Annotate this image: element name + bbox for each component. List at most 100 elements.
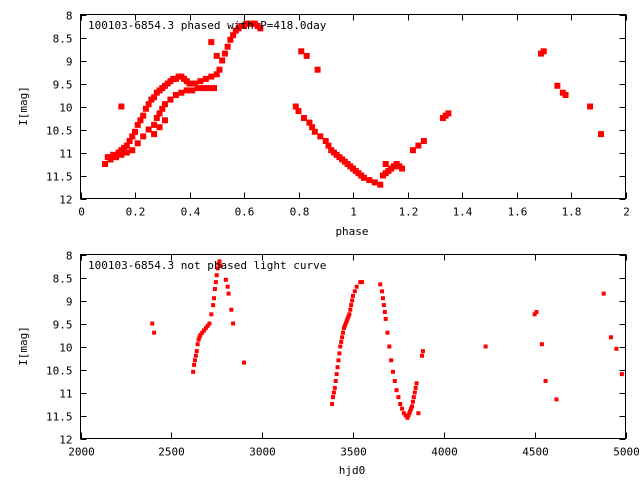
phased-data-point: [562, 92, 569, 98]
unphased-data-point: [614, 346, 619, 351]
unphased-data-point: [351, 293, 355, 298]
unphased-data-point: [207, 321, 212, 326]
phased-data-point: [221, 50, 228, 57]
unphased-data-point: [213, 280, 218, 285]
unphased-data-point: [392, 379, 397, 383]
unphased-y-tick-label: 12: [59, 434, 72, 447]
phased-data-point: [219, 57, 226, 64]
unphased-data-point: [619, 372, 624, 377]
unphased-chart-title: 100103-6854.3 not phased light curve: [88, 259, 326, 272]
unphased-x-tick-label: 4500: [522, 446, 549, 459]
phased-y-tick-label: 9.5: [53, 79, 73, 92]
unphased-data-point: [410, 399, 415, 404]
phased-data-point: [295, 108, 302, 115]
unphased-data-point: [387, 344, 392, 349]
unphased-data-point: [539, 342, 544, 347]
unphased-data-point: [389, 358, 394, 363]
phased-y-tick-label: 11: [59, 148, 72, 161]
phased-data-point: [399, 165, 406, 172]
unphased-data-point: [335, 365, 340, 370]
unphased-data-point: [420, 353, 425, 358]
phased-data-point: [388, 165, 395, 172]
unphased-plot-frame: [80, 254, 626, 439]
unphased-data-point: [209, 312, 214, 317]
unphased-data-point: [226, 291, 231, 296]
phased-y-tick-label: 12: [59, 194, 72, 207]
phased-data-point: [189, 87, 196, 94]
unphased-data-point: [608, 335, 613, 340]
unphased-data-point: [217, 259, 222, 264]
phased-data-point: [118, 151, 125, 158]
unphased-data-point: [192, 362, 197, 367]
unphased-y-tick-label: 10.5: [46, 365, 73, 378]
unphased-data-point: [398, 402, 403, 406]
unphased-data-point: [211, 303, 216, 308]
phased-data-point: [197, 78, 204, 85]
phased-y-axis-label: I[mag]: [17, 86, 30, 126]
phased-data-point: [311, 128, 318, 135]
phased-data-point: [151, 131, 158, 138]
unphased-y-tick-label: 9.5: [53, 319, 73, 332]
phased-data-point: [445, 110, 452, 117]
phased-data-point: [382, 161, 389, 167]
unphased-data-point: [348, 307, 353, 312]
unphased-x-tick-label: 3500: [340, 446, 367, 459]
phased-data-point: [156, 124, 163, 131]
phased-data-point: [224, 43, 231, 50]
unphased-data-point: [195, 342, 200, 347]
unphased-data-point: [334, 372, 339, 377]
unphased-y-tick-label: 8: [66, 250, 73, 263]
unphased-data-point: [378, 282, 383, 287]
unphased-data-point: [331, 390, 336, 395]
unphased-y-axis-label: I[mag]: [17, 326, 30, 366]
phased-x-tick-label: 0.6: [235, 206, 255, 219]
phased-x-tick-label: 1.2: [399, 206, 419, 219]
unphased-x-tick-label: 2000: [68, 446, 95, 459]
unphased-data-point: [394, 388, 399, 393]
unphased-data-point: [223, 277, 228, 282]
phased-data-point: [377, 181, 384, 188]
unphased-data-point: [410, 404, 415, 409]
phased-x-tick-label: 0.8: [290, 206, 310, 219]
unphased-data-point: [349, 303, 354, 308]
unphased-data-point: [383, 316, 388, 321]
unphased-data-point: [332, 385, 337, 390]
unphased-data-point: [347, 312, 352, 317]
phased-data-point: [140, 133, 147, 140]
phased-y-tick-label: 10: [59, 102, 72, 115]
unphased-data-point: [218, 264, 223, 268]
phased-x-tick-label: 1.8: [562, 206, 582, 219]
unphased-data-point: [416, 411, 421, 416]
unphased-data-point: [381, 303, 386, 308]
phased-data-point: [317, 133, 324, 140]
phased-data-point: [409, 147, 416, 154]
unphased-data-point: [340, 335, 345, 340]
unphased-data-point: [360, 280, 365, 285]
unphased-data-point: [225, 284, 230, 289]
unphased-data-point: [336, 358, 341, 363]
unphased-data-point: [382, 310, 387, 314]
phased-data-points: [102, 20, 604, 188]
unphased-data-point: [380, 296, 385, 301]
phased-data-point: [211, 85, 218, 92]
unphased-y-tick-label: 8.5: [53, 273, 73, 286]
phased-data-point: [298, 48, 305, 55]
unphased-data-point: [229, 307, 234, 312]
unphased-x-tick-label: 2500: [158, 446, 185, 459]
unphased-data-point: [338, 344, 343, 349]
phased-data-point: [300, 115, 307, 121]
unphased-data-point: [413, 385, 418, 390]
unphased-data-point: [193, 353, 198, 358]
unphased-data-point: [331, 395, 336, 400]
unphased-data-point: [330, 402, 335, 406]
phased-x-tick-label: 1: [350, 206, 357, 219]
phased-y-tick-label: 8.5: [53, 33, 73, 46]
phased-data-point: [140, 112, 147, 119]
unphased-data-point: [194, 349, 199, 354]
unphased-data-point: [390, 369, 395, 374]
phased-data-point: [360, 174, 367, 181]
unphased-data-point: [380, 289, 385, 294]
phased-data-point: [161, 101, 168, 108]
phased-data-point: [257, 25, 264, 32]
